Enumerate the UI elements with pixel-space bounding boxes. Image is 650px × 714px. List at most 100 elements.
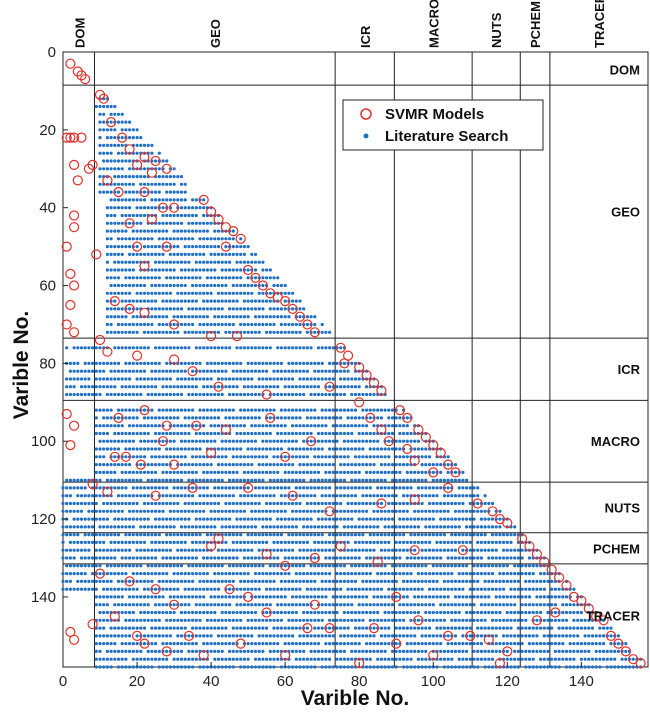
- literature-point: [279, 525, 283, 529]
- literature-point: [150, 618, 154, 622]
- literature-point: [187, 424, 191, 428]
- literature-point: [416, 478, 420, 482]
- literature-point: [346, 424, 350, 428]
- literature-point: [265, 330, 269, 334]
- literature-point: [287, 392, 291, 397]
- literature-point: [220, 665, 224, 669]
- literature-point: [154, 198, 158, 202]
- literature-point: [339, 618, 343, 622]
- literature-point: [187, 533, 191, 537]
- literature-point: [194, 252, 198, 256]
- literature-point: [168, 307, 172, 311]
- literature-point: [154, 283, 158, 288]
- literature-point: [357, 385, 361, 389]
- literature-point: [279, 346, 283, 350]
- literature-point: [116, 268, 121, 272]
- literature-point: [135, 486, 139, 490]
- literature-point: [135, 198, 139, 202]
- literature-point: [131, 385, 135, 389]
- literature-point: [331, 548, 335, 552]
- literature-point: [424, 533, 428, 537]
- literature-point: [94, 579, 98, 584]
- literature-point: [283, 283, 287, 288]
- literature-point: [309, 385, 313, 389]
- literature-point: [224, 618, 228, 622]
- literature-point: [87, 587, 91, 591]
- literature-point: [342, 618, 346, 622]
- literature-point: [150, 634, 154, 638]
- literature-point: [346, 416, 350, 420]
- literature-point: [253, 385, 258, 389]
- literature-point: [61, 579, 65, 584]
- literature-point: [105, 377, 109, 381]
- literature-point: [224, 322, 228, 327]
- literature-point: [376, 579, 380, 584]
- literature-point: [302, 525, 306, 529]
- literature-point: [268, 276, 272, 280]
- literature-point: [235, 486, 239, 490]
- literature-point: [139, 291, 143, 295]
- literature-point: [472, 517, 476, 521]
- literature-point: [120, 369, 124, 373]
- literature-point: [494, 618, 498, 622]
- literature-point: [253, 556, 258, 560]
- literature-point: [250, 260, 254, 264]
- literature-point: [402, 610, 406, 615]
- literature-point: [424, 525, 428, 529]
- literature-point: [268, 322, 272, 327]
- literature-point: [224, 595, 228, 599]
- literature-point: [120, 595, 124, 599]
- literature-point: [261, 283, 265, 288]
- literature-point: [128, 299, 132, 303]
- literature-point: [239, 463, 243, 467]
- literature-point: [146, 501, 150, 506]
- literature-point: [298, 564, 302, 568]
- literature-point: [168, 579, 172, 584]
- literature-point: [205, 610, 209, 615]
- literature-point: [242, 439, 246, 443]
- literature-point: [116, 175, 121, 179]
- literature-point: [128, 245, 132, 249]
- literature-point: [291, 501, 295, 506]
- literature-point: [98, 112, 102, 116]
- literature-point: [294, 330, 298, 334]
- literature-point: [228, 416, 232, 420]
- literature-point: [102, 657, 106, 661]
- literature-point: [287, 486, 291, 490]
- literature-point: [435, 642, 439, 646]
- literature-point: [165, 665, 169, 669]
- literature-point: [109, 206, 113, 210]
- literature-point: [246, 369, 250, 373]
- literature-point: [172, 229, 176, 233]
- literature-point: [242, 455, 246, 459]
- literature-point: [253, 307, 258, 311]
- literature-point: [272, 610, 276, 615]
- literature-point: [139, 478, 143, 482]
- literature-point: [442, 548, 446, 552]
- literature-point: [187, 525, 191, 529]
- literature-point: [527, 626, 532, 630]
- literature-point: [298, 416, 302, 420]
- literature-point: [224, 268, 228, 272]
- literature-point: [94, 494, 98, 498]
- literature-point: [139, 657, 143, 661]
- literature-point: [194, 392, 198, 397]
- literature-point: [294, 556, 298, 560]
- literature-point: [94, 556, 98, 560]
- literature-point: [442, 509, 446, 513]
- literature-point: [494, 626, 498, 630]
- literature-point: [324, 408, 328, 412]
- literature-point: [113, 649, 117, 654]
- literature-point: [387, 556, 391, 560]
- literature-point: [239, 610, 243, 615]
- literature-point: [161, 369, 165, 373]
- literature-point: [594, 649, 598, 654]
- literature-point: [246, 494, 250, 498]
- literature-point: [490, 603, 495, 607]
- literature-point: [168, 548, 172, 552]
- literature-point: [305, 533, 309, 537]
- literature-point: [279, 330, 283, 334]
- literature-point: [83, 517, 87, 521]
- literature-point: [276, 377, 280, 381]
- literature-point: [216, 361, 221, 365]
